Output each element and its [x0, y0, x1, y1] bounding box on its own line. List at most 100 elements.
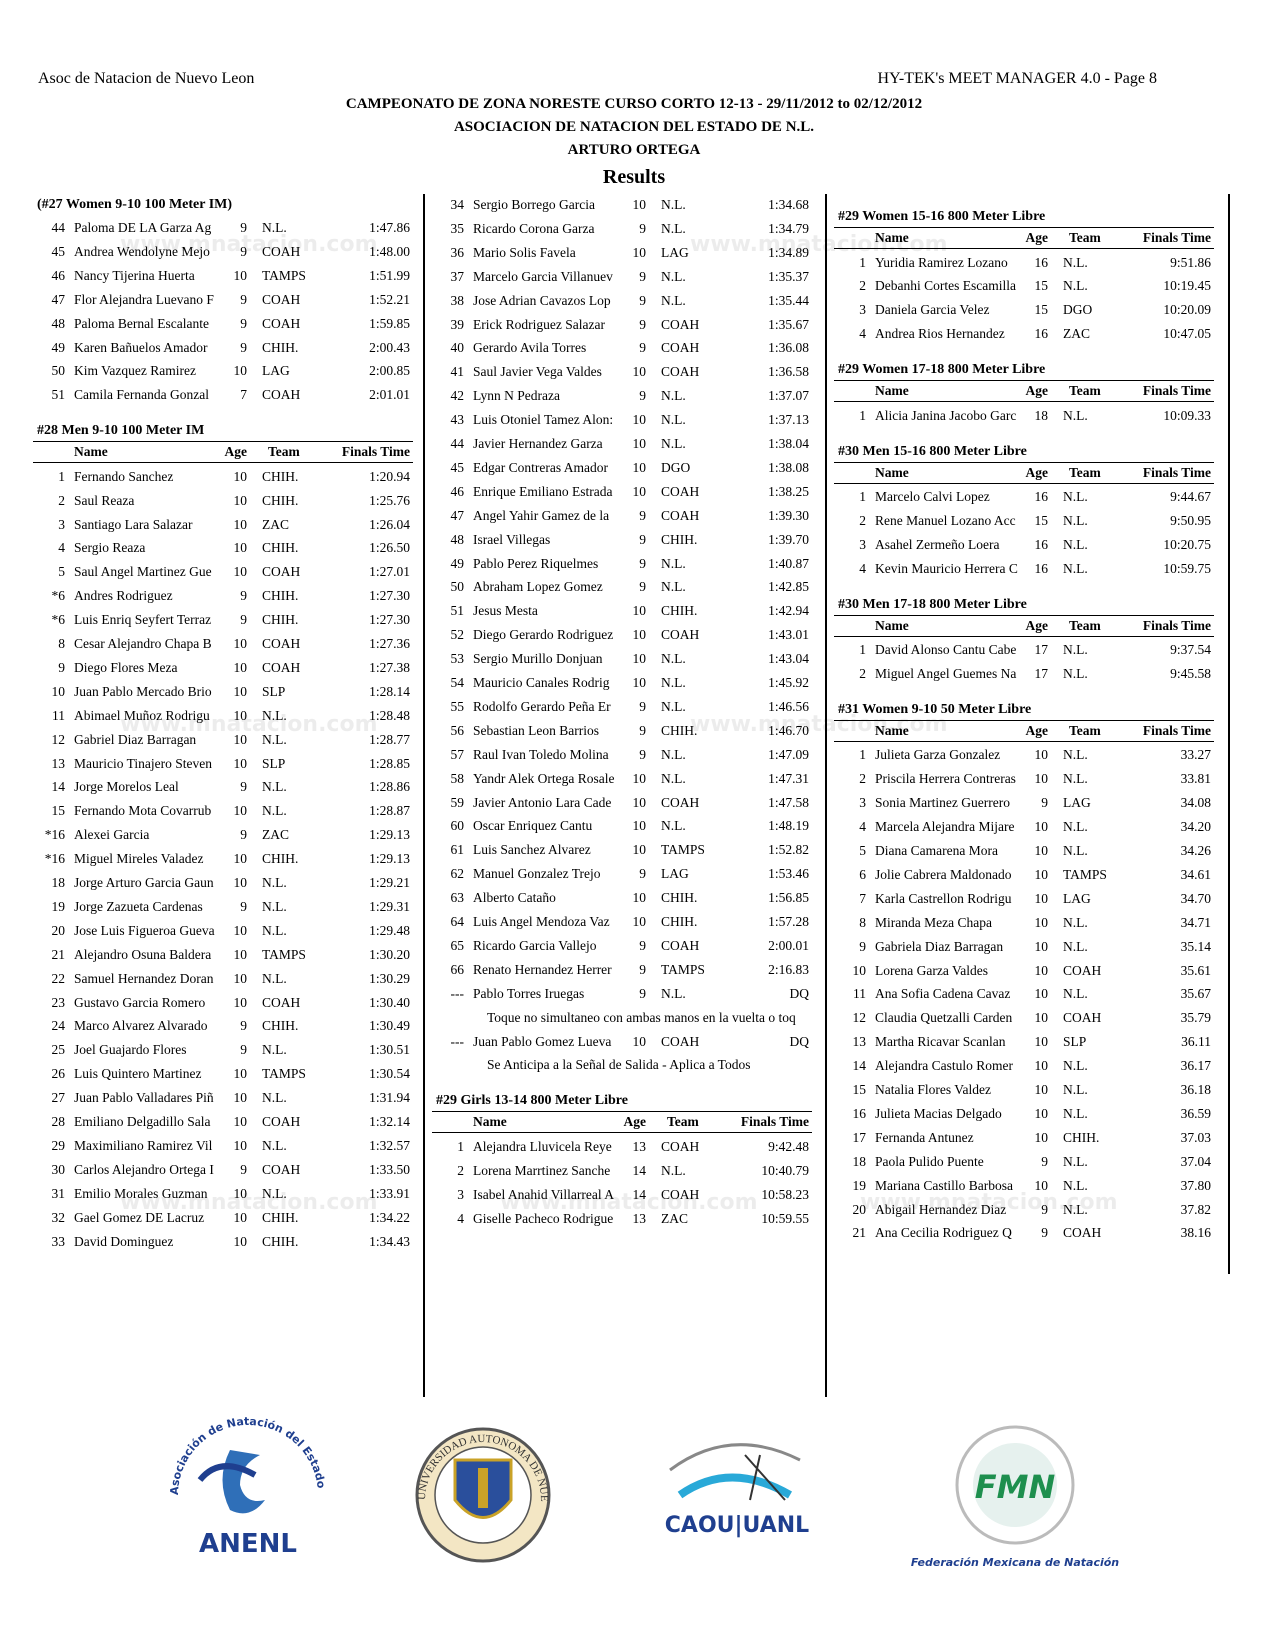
- team: N.L.: [1063, 1058, 1088, 1074]
- place: 60: [450, 818, 465, 834]
- place: *16: [44, 851, 65, 867]
- swimmer-name: Saul Angel Martinez Gue: [74, 564, 212, 580]
- column-header: Finals Time: [1142, 464, 1211, 480]
- swimmer-name: Isabel Anahid Villarreal A: [473, 1186, 615, 1202]
- place: 65: [450, 937, 465, 953]
- finals-time: 38.16: [1180, 1225, 1211, 1241]
- team: DGO: [661, 459, 691, 475]
- team: N.L.: [661, 555, 686, 571]
- place: 32: [51, 1209, 66, 1225]
- meet-title: CAMPEONATO DE ZONA NORESTE CURSO CORTO 1…: [345, 96, 923, 112]
- age: 10: [233, 1233, 248, 1249]
- team: N.L.: [661, 1162, 686, 1178]
- finals-time: 1:28.14: [369, 683, 410, 699]
- place: 41: [450, 364, 465, 380]
- swimmer-name: Jose Luis Figueroa Gueva: [74, 922, 215, 938]
- finals-time: 1:48.19: [768, 818, 809, 834]
- place: 15: [51, 803, 66, 819]
- place: ---: [450, 1033, 465, 1049]
- finals-time: 1:31.94: [369, 1090, 410, 1106]
- finals-time: 1:43.01: [768, 627, 809, 643]
- finals-time: 1:57.28: [768, 914, 809, 929]
- place: 28: [51, 1114, 66, 1129]
- age: 10: [233, 659, 248, 675]
- swimmer-name: Giselle Pacheco Rodrigue: [473, 1210, 614, 1226]
- team: CHIH.: [661, 531, 698, 547]
- team: N.L.: [1063, 666, 1088, 681]
- finals-time: 37.80: [1180, 1177, 1211, 1193]
- finals-time: 1:25.76: [369, 492, 410, 508]
- age: 15: [1034, 302, 1049, 318]
- swimmer-name: Sergio Murillo Donjuan: [473, 651, 603, 667]
- finals-time: 1:34.89: [768, 244, 809, 260]
- swimmer-name: Israel Villegas: [473, 531, 551, 547]
- team: CHIH.: [262, 612, 299, 628]
- swimmer-name: Edgar Contreras Amador: [473, 459, 608, 475]
- swimmer-name: Sebastian Leon Barrios: [473, 722, 599, 738]
- header-rule: [33, 462, 413, 464]
- age: 10: [233, 492, 248, 508]
- age: 10: [1034, 771, 1049, 787]
- swimmer-name: Jose Adrian Cavazos Lop: [473, 292, 611, 308]
- team: SLP: [262, 683, 286, 699]
- team: TAMPS: [262, 946, 306, 962]
- finals-time: 1:26.50: [369, 540, 410, 556]
- column-header: Team: [268, 444, 300, 460]
- swimmer-name: David Alonso Cantu Cabe: [875, 642, 1017, 658]
- finals-time: 10:59.75: [1163, 560, 1211, 576]
- place: 18: [852, 1153, 867, 1169]
- age: 10: [233, 946, 248, 962]
- swimmer-name: Abigail Hernandez Diaz: [875, 1201, 1007, 1217]
- swimmer-name: Abimael Muñoz Rodrigu: [74, 707, 210, 723]
- place: 18: [51, 875, 66, 890]
- finals-time: 10:20.09: [1163, 302, 1211, 318]
- age: 10: [1034, 1129, 1049, 1145]
- finals-time: 1:27.36: [369, 636, 410, 651]
- finals-time: 1:26.04: [369, 516, 410, 532]
- place: 47: [450, 507, 465, 523]
- place: 11: [52, 707, 65, 723]
- place: 22: [51, 970, 66, 986]
- dq-note: Se Anticipa a la Señal de Salida - Aplic…: [487, 1057, 751, 1073]
- team: CHIH.: [262, 540, 299, 556]
- age: 9: [639, 746, 646, 762]
- age: 9: [1041, 795, 1048, 811]
- place: 54: [450, 675, 465, 690]
- column-header: Finals Time: [1142, 383, 1211, 399]
- column-header: Finals Time: [1142, 230, 1211, 245]
- place: 2: [859, 278, 866, 294]
- age: 10: [1034, 1034, 1049, 1050]
- event-title: #30 Men 17-18 800 Meter Libre: [838, 596, 1027, 612]
- team: TAMPS: [1063, 866, 1107, 882]
- age: 17: [1034, 666, 1049, 681]
- finals-time: 1:37.13: [768, 412, 809, 428]
- place: 1: [859, 254, 866, 270]
- finals-time: 1:30.54: [369, 1066, 410, 1082]
- place: 4: [859, 326, 866, 342]
- finals-time: 1:42.94: [768, 603, 809, 619]
- header-rule: [834, 380, 1214, 382]
- column-header: Age: [1025, 464, 1049, 480]
- swimmer-name: Ana Cecilia Rodriguez Q: [875, 1225, 1012, 1241]
- place: 1: [859, 407, 866, 423]
- swimmer-name: Saul Reaza: [74, 492, 135, 508]
- column-header: Name: [875, 617, 909, 633]
- swimmer-name: Juan Pablo Gomez Lueva: [473, 1033, 612, 1049]
- finals-time: 36.11: [1181, 1034, 1211, 1050]
- place: 31: [51, 1185, 66, 1201]
- age: 10: [233, 468, 248, 484]
- age: 10: [632, 197, 647, 212]
- age: 10: [233, 922, 248, 938]
- age: 10: [632, 603, 647, 619]
- age: 10: [632, 890, 647, 906]
- swimmer-name: Mauricio Tinajero Steven: [74, 755, 212, 771]
- age: 10: [1034, 938, 1049, 954]
- team: COAH: [661, 340, 700, 356]
- finals-time: 10:47.05: [1163, 326, 1211, 342]
- team: ZAC: [262, 827, 289, 843]
- team: N.L.: [262, 707, 287, 723]
- team: COAH: [661, 937, 700, 953]
- team: CHIH.: [661, 603, 698, 619]
- finals-time: 2:16.83: [768, 961, 809, 977]
- finals-time: 1:47.58: [768, 794, 809, 810]
